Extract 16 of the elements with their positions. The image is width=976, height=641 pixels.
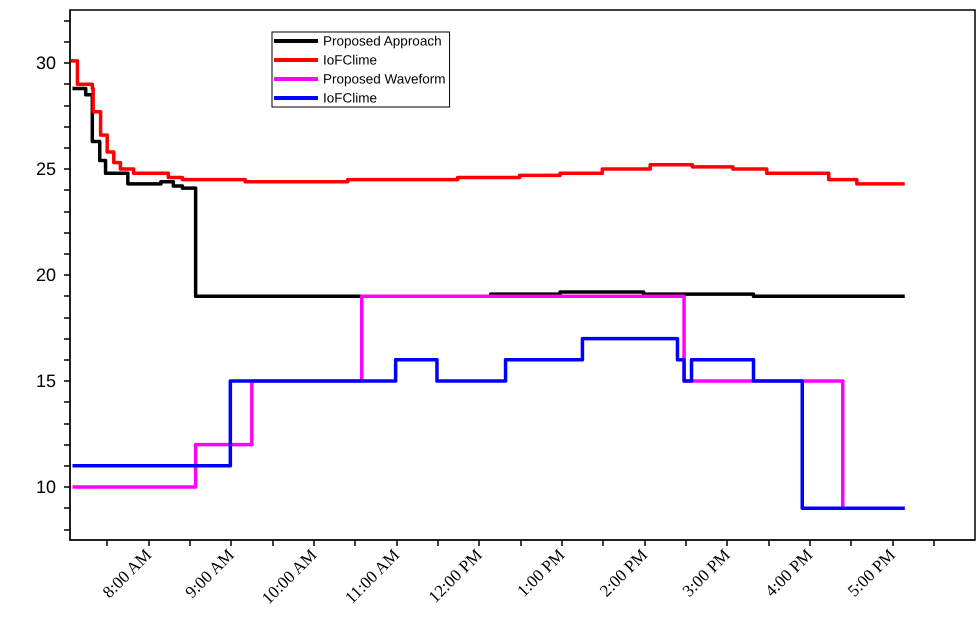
y-tick-label: 15	[36, 371, 56, 391]
y-tick-label: 30	[36, 53, 56, 73]
x-tick-label: 9:00 AM	[181, 545, 238, 602]
legend-label: IoFClime	[323, 52, 378, 68]
x-tick-label: 2:00 PM	[596, 545, 652, 600]
legend-label: Proposed Approach	[323, 34, 442, 48]
y-tick-label: 20	[36, 265, 56, 285]
y-tick-label: 25	[36, 159, 56, 179]
x-tick-label: 4:00 PM	[761, 545, 816, 600]
x-tick-label: 3:00 PM	[678, 545, 734, 600]
x-tick-label: 1:00 PM	[513, 545, 568, 600]
x-tick-label: 8:00 AM	[98, 545, 156, 602]
legend-label: IoFClime	[323, 90, 378, 106]
y-tick-label: 10	[36, 477, 56, 497]
x-tick-label: 5:00 PM	[844, 545, 900, 600]
legend-label: Proposed Waveform	[323, 72, 446, 86]
